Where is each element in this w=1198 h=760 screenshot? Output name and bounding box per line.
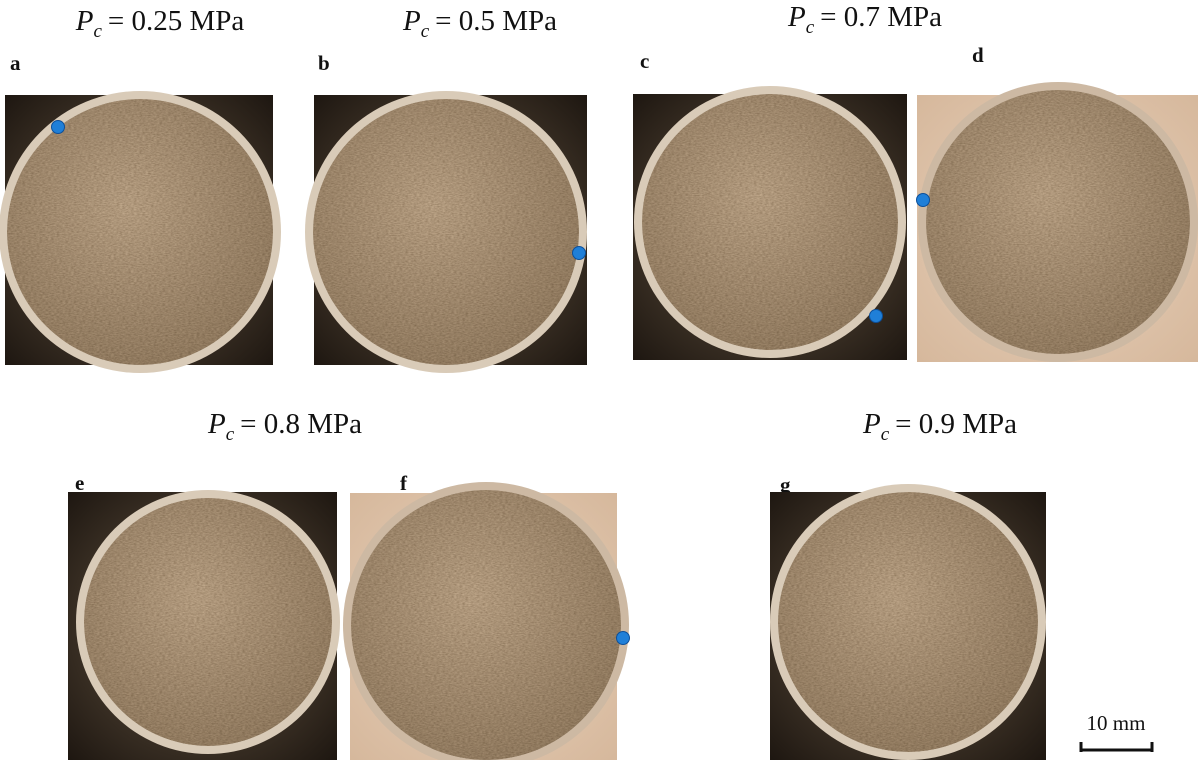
subscript: c <box>881 424 890 445</box>
panel-letter: d <box>972 43 984 67</box>
symbol: P <box>402 5 421 37</box>
origin-marker <box>870 310 883 323</box>
figure: Pc= 0.25 MPaaPc= 0.5 MPabPc= 0.7 MPacdPc… <box>0 0 1198 760</box>
equation: = 0.5 MPa <box>435 5 557 37</box>
panel-letter: c <box>640 49 649 73</box>
panel-title: Pc= 0.7 MPa <box>787 1 942 38</box>
panels: Pc= 0.25 MPaaPc= 0.5 MPabPc= 0.7 MPacdPc… <box>0 1 1198 760</box>
panel-letter: f <box>400 471 408 495</box>
specimen-surface <box>351 490 621 760</box>
scale-bar <box>1080 742 1153 752</box>
origin-marker <box>573 247 586 260</box>
specimen-surface <box>7 99 273 365</box>
panel-title: Pc = 0.25 MPa <box>75 5 245 42</box>
panel-letter: b <box>318 51 330 75</box>
scale-bar-label: 10 mm <box>1087 711 1146 735</box>
subscript: c <box>421 21 430 42</box>
origin-marker <box>52 121 65 134</box>
panel-letter: a <box>10 51 21 75</box>
panel-title: Pc= 0.5 MPa <box>402 5 557 42</box>
subscript: c <box>93 21 102 42</box>
origin-marker <box>617 632 630 645</box>
panel-letter: e <box>75 471 84 495</box>
symbol: P <box>862 408 881 440</box>
specimen-surface <box>778 492 1038 752</box>
specimen-surface <box>84 498 332 746</box>
panel-title: Pc= 0.8 MPa <box>207 408 362 445</box>
equation: = 0.9 MPa <box>895 408 1017 440</box>
equation: = 0.25 MPa <box>108 5 245 37</box>
specimen-surface <box>926 90 1190 354</box>
symbol: P <box>75 5 94 37</box>
equation: = 0.7 MPa <box>820 1 942 33</box>
symbol: P <box>207 408 226 440</box>
equation: = 0.8 MPa <box>240 408 362 440</box>
origin-marker <box>917 194 930 207</box>
specimen-surface <box>313 99 579 365</box>
symbol: P <box>787 1 806 33</box>
panel-title: Pc= 0.9 MPa <box>862 408 1017 445</box>
subscript: c <box>806 17 815 38</box>
specimen-surface <box>642 94 898 350</box>
subscript: c <box>226 424 235 445</box>
